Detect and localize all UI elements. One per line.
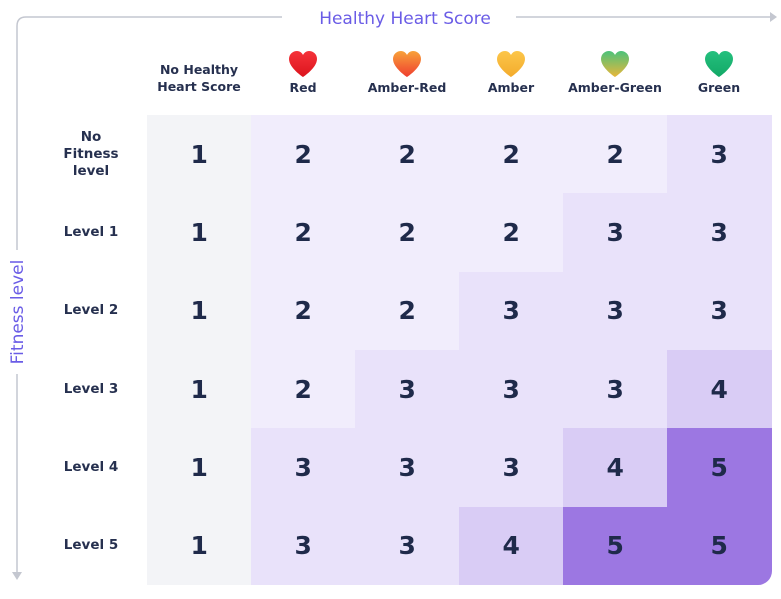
score-cell: 5 [667, 428, 772, 507]
row-header: Level 3 [63, 380, 119, 397]
arrowhead [12, 572, 22, 580]
score-cell: 2 [459, 115, 564, 194]
score-cell: 2 [355, 115, 460, 194]
heart-icon [601, 51, 629, 77]
score-cell: 1 [147, 271, 252, 351]
score-cell: 4 [563, 428, 668, 507]
score-cell: 3 [251, 506, 356, 586]
heart-icon [393, 51, 421, 77]
row-header: No Fitness level [63, 128, 119, 179]
score-cell: 3 [667, 271, 772, 351]
score-cell: 3 [563, 193, 668, 273]
column-header: Amber-Red [367, 80, 447, 95]
heart-icon [705, 51, 733, 77]
column-header: Green [697, 80, 741, 95]
row-header: Level 2 [63, 302, 119, 319]
row-header: Level 5 [63, 537, 119, 554]
score-cell: 1 [147, 506, 252, 586]
score-cell: 2 [251, 115, 356, 194]
heart-icon [497, 51, 525, 77]
score-cell: 1 [147, 193, 252, 273]
score-cell: 3 [459, 428, 564, 507]
score-cell: 2 [251, 193, 356, 273]
score-cell: 1 [147, 115, 252, 194]
score-cell: 4 [459, 506, 564, 586]
score-cell: 2 [355, 193, 460, 273]
axis-line [16, 16, 282, 250]
score-cell: 3 [355, 428, 460, 507]
score-cell: 3 [355, 349, 460, 429]
x-axis-label: Healthy Heart Score [319, 9, 491, 29]
row-header: Level 4 [63, 458, 119, 475]
column-header: Amber-Green [568, 80, 662, 95]
score-cell: 5 [667, 506, 772, 586]
score-cell: 2 [251, 349, 356, 429]
score-cell: 2 [563, 115, 668, 194]
column-header: Red [289, 80, 317, 95]
score-cell: 1 [147, 428, 252, 507]
score-cell: 3 [459, 349, 564, 429]
score-cell: 2 [251, 271, 356, 351]
score-cell: 3 [251, 428, 356, 507]
heart-icon [289, 51, 317, 77]
arrowhead [770, 12, 777, 22]
score-cell: 2 [355, 271, 460, 351]
score-cell: 4 [667, 349, 772, 429]
score-cell: 1 [147, 349, 252, 429]
column-header: No Healthy Heart Score [157, 62, 241, 94]
score-cell: 3 [563, 349, 668, 429]
score-cell: 3 [667, 193, 772, 273]
score-cell: 3 [563, 271, 668, 351]
score-cell: 2 [459, 193, 564, 273]
score-cell: 3 [459, 271, 564, 351]
score-cell: 5 [563, 506, 668, 586]
score-cell: 3 [667, 115, 772, 194]
score-cell: 3 [355, 506, 460, 586]
row-header: Level 1 [63, 223, 119, 240]
y-axis-label: Fitness level [8, 260, 28, 365]
column-header: Amber [487, 80, 535, 95]
